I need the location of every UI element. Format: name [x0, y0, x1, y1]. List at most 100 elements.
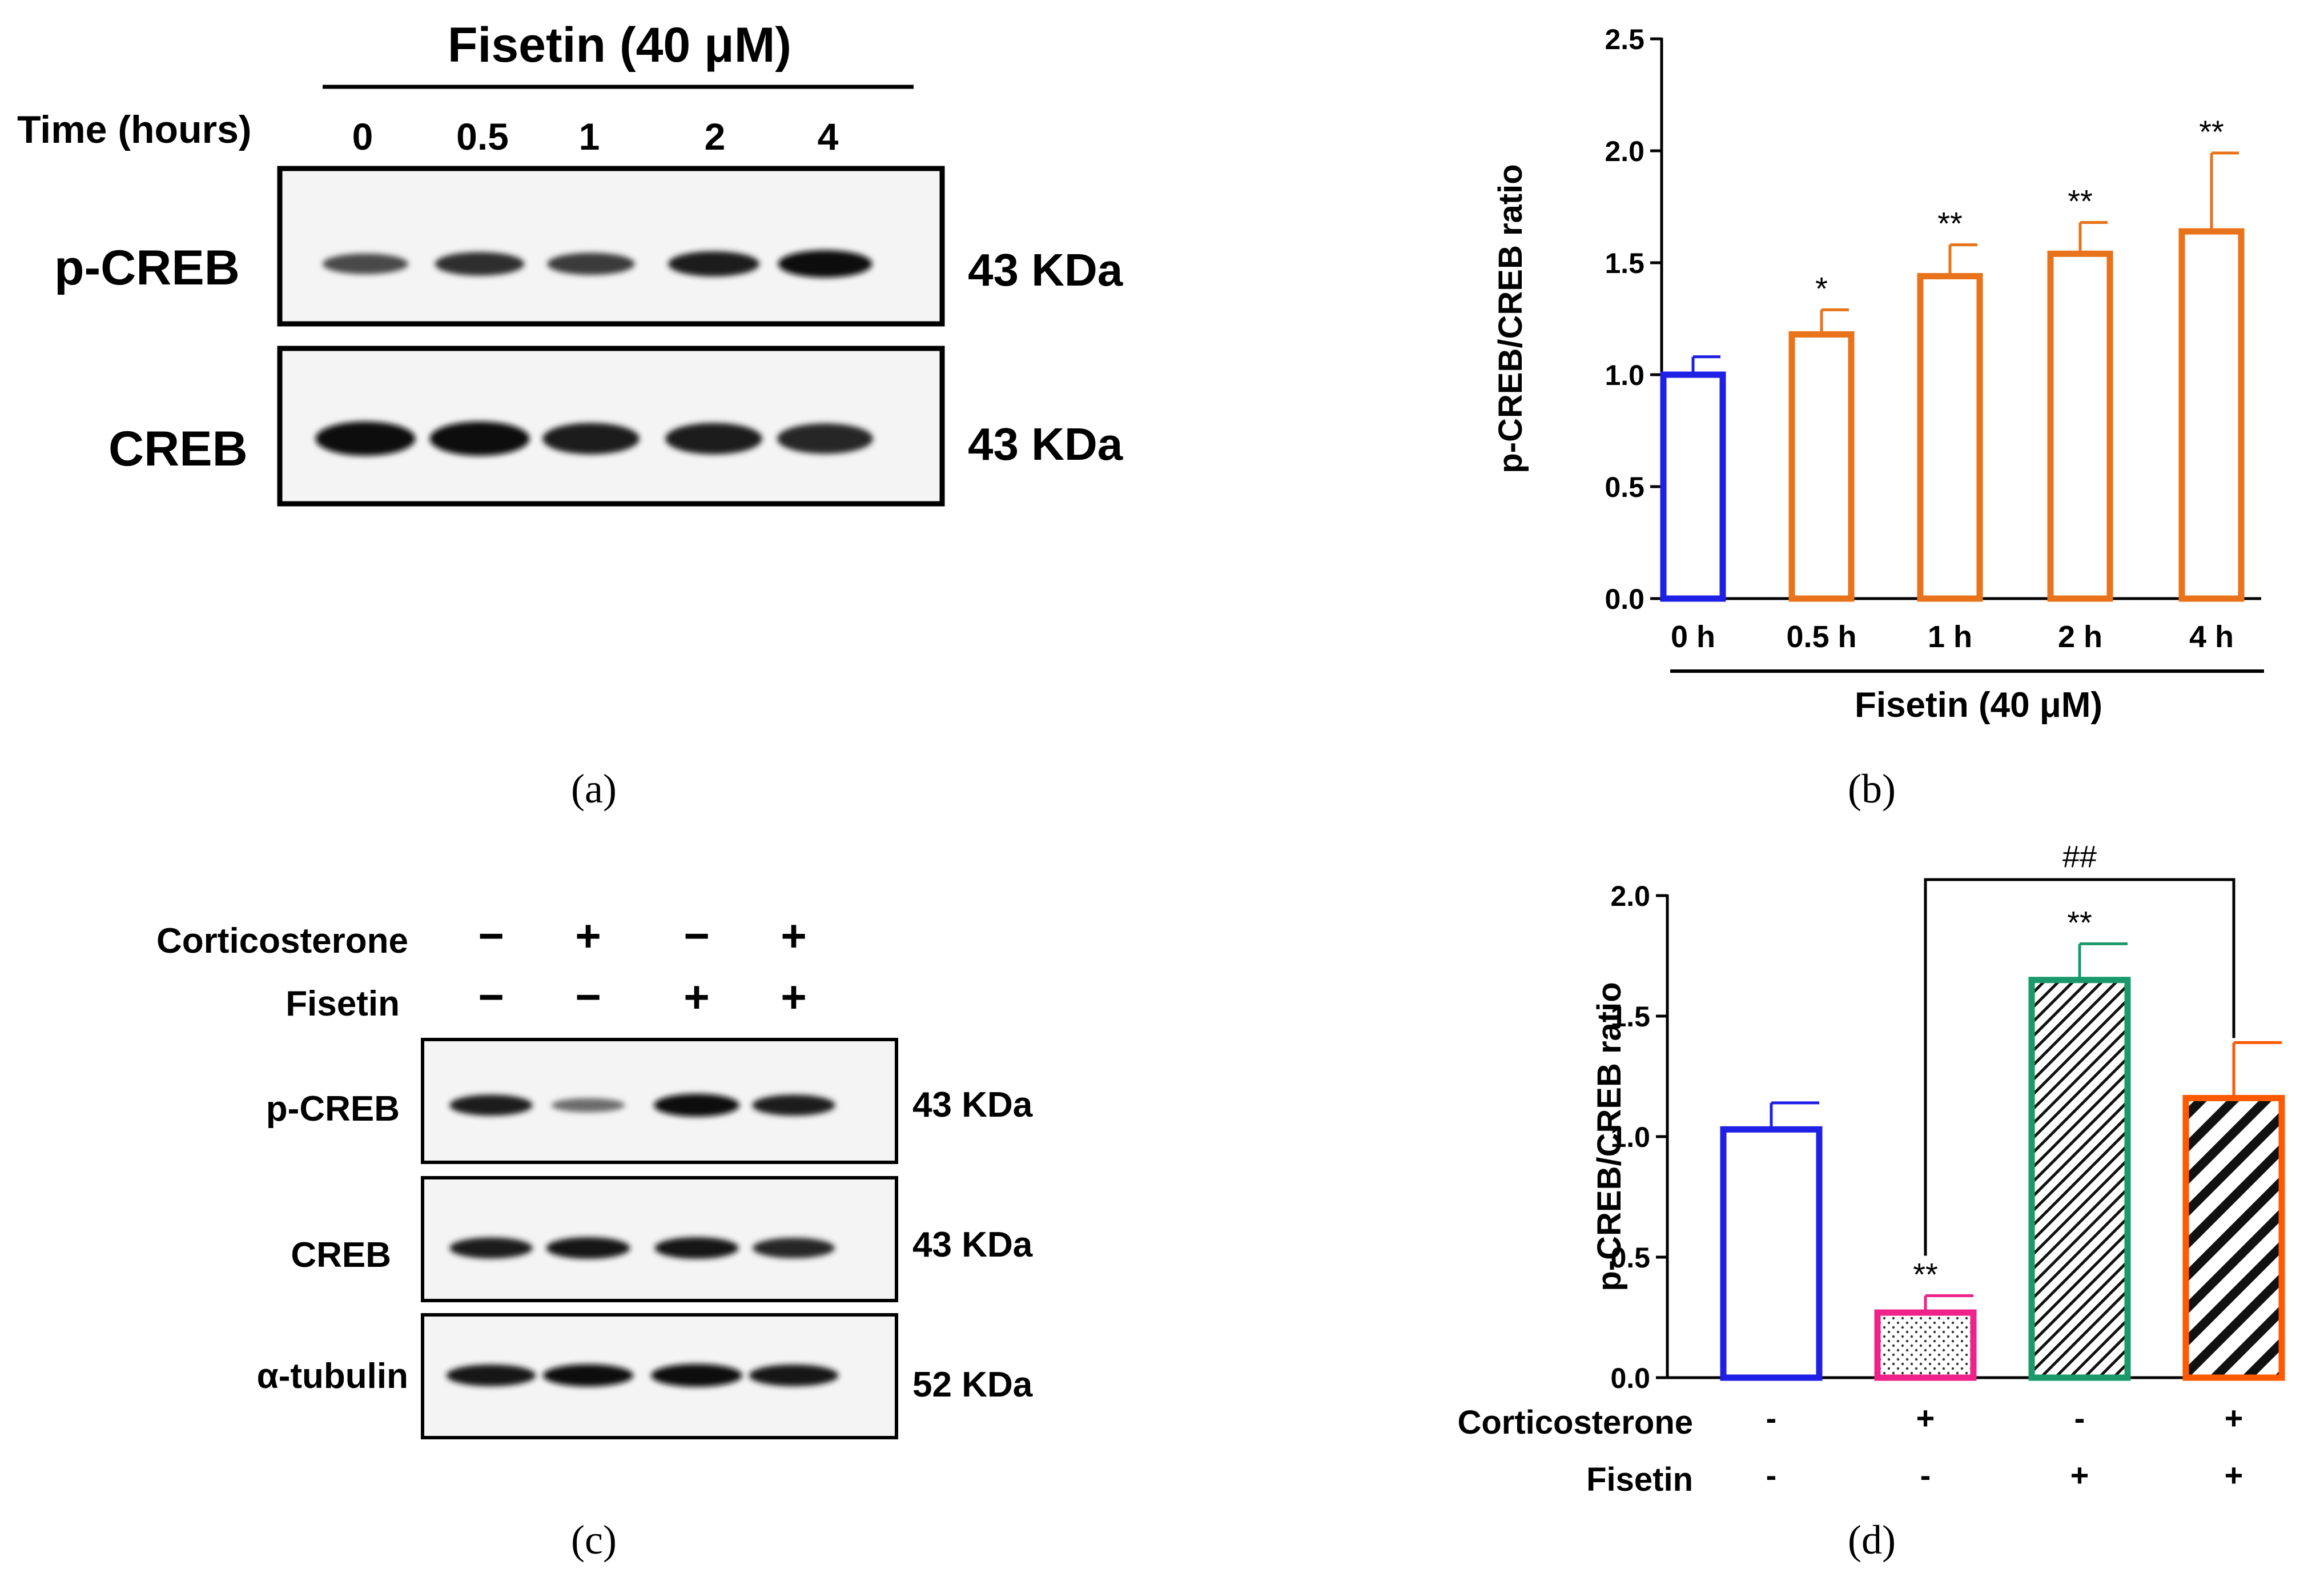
chart-d: (d) 0.0 0.5 1.0 1.5 2.0 p-CREB/CREB ratio ** **…: [1457, 840, 2285, 1563]
x-tick-label: 0.5 h: [1786, 620, 1856, 654]
panel-a-bands: [315, 422, 873, 456]
panel-a-lane-label: 4: [818, 115, 839, 158]
y-axis-label: p-CREB/CREB ratio: [1492, 164, 1529, 473]
panel-c-sign: +: [781, 910, 807, 961]
x-tick-label: 4 h: [2189, 620, 2234, 654]
creb-band: [449, 1237, 533, 1259]
panel-a-blot-label: p-CREB: [54, 240, 240, 295]
significance-label: *: [1815, 270, 1828, 306]
p-creb-band: [449, 1094, 533, 1116]
panel-a-blot-frame: [277, 166, 945, 327]
panel-a-lane-label: 0.5: [456, 115, 509, 158]
significance-label: **: [1937, 206, 1963, 242]
treatment-label: Fisetin: [1586, 1461, 1693, 1498]
treatment-sign: -: [1766, 1400, 1777, 1436]
y-tick-label: 1.5: [1610, 1001, 1650, 1033]
p-creb-band: [551, 1098, 625, 1113]
panel-a-bands: [322, 250, 872, 278]
panel-a-blot-label: CREB: [108, 422, 248, 476]
bar: [1917, 273, 1983, 602]
p-creb-band: [778, 250, 872, 278]
treatment-label: Corticosterone: [1457, 1404, 1693, 1441]
panel-a: Fisetin (40 μM) Time (hours) 0 0.5 1 2 4…: [17, 18, 1123, 812]
panel-c-sign: −: [683, 910, 710, 961]
x-tick-label: 1 h: [1928, 620, 1972, 654]
panel-c-sign: −: [575, 972, 601, 1022]
treatment-sign: +: [1916, 1400, 1935, 1436]
p-creb-band: [654, 1094, 739, 1117]
alpha-tubulin-band: [542, 1364, 634, 1387]
alpha-tubulin-band: [749, 1365, 839, 1386]
treatment-sign: +: [2225, 1400, 2243, 1436]
bar: [2047, 250, 2113, 602]
creb-band: [654, 1237, 739, 1259]
treatment-sign: -: [1766, 1457, 1777, 1493]
panel-c-blot-label: CREB: [291, 1235, 391, 1275]
x-tick-label: 2 h: [2058, 620, 2102, 654]
significance-label: **: [1913, 1257, 1938, 1293]
significance-label: **: [2199, 114, 2224, 150]
panel-c-kda: 43 KDa: [912, 1085, 1033, 1125]
y-tick-label: 0.0: [1605, 583, 1645, 615]
creb-band: [777, 423, 873, 454]
p-creb-band: [547, 252, 635, 275]
bracket-label: ##: [2062, 840, 2097, 874]
panel-a-lane-label: 0: [352, 115, 373, 158]
panel-c-kda: 43 KDa: [912, 1225, 1033, 1265]
treatment-sign: +: [2225, 1457, 2243, 1493]
p-creb-band: [435, 252, 525, 276]
treatment-sign: +: [2070, 1457, 2089, 1493]
significance-label: **: [2067, 904, 2092, 940]
y-tick-label: 1.5: [1605, 247, 1645, 279]
creb-band: [753, 1238, 835, 1258]
panel-a-lane-label: 1: [579, 115, 600, 158]
creb-band: [542, 423, 640, 455]
y-tick-label: 0.5: [1605, 471, 1645, 503]
creb-band: [429, 422, 530, 456]
treatment-sign: -: [1920, 1457, 1931, 1493]
panel-c-sign: +: [575, 910, 601, 961]
bar: [2182, 1094, 2285, 1381]
panel-a-caption: (a): [571, 766, 617, 812]
panel-c-blot-label: α-tubulin: [257, 1357, 408, 1396]
bar: [1720, 1126, 1823, 1381]
significance-label: **: [2068, 183, 2093, 219]
panel-c-bands: [446, 1094, 839, 1387]
y-tick-label: 1.0: [1605, 359, 1645, 391]
bar: [1874, 1309, 1977, 1381]
creb-band: [665, 423, 762, 455]
significance-bracket: [1924, 878, 2235, 1256]
panel-c-treatment-label: Fisetin: [286, 984, 400, 1024]
y-tick-label: 0.0: [1610, 1362, 1650, 1394]
panel-c-sign: −: [478, 972, 504, 1022]
chart-b: (b) 0.0 0.5 1.0 1.5 2.0 2.5 p-CREB/CREB ratio *…: [1492, 23, 2264, 812]
creb-band: [546, 1237, 630, 1259]
y-axis-label: p-CREB/CREB ratio: [1591, 982, 1628, 1291]
alpha-tubulin-band: [446, 1365, 536, 1386]
panel-a-lane-label: 2: [705, 115, 726, 158]
panel-c-sign: +: [781, 972, 807, 1022]
p-creb-band: [752, 1094, 835, 1116]
alpha-tubulin-band: [651, 1364, 742, 1387]
panel-c-blot-label: p-CREB: [266, 1089, 400, 1129]
bar: [2178, 228, 2245, 602]
panel-a-header: Fisetin (40 μM): [448, 18, 791, 73]
y-tick-label: 2.0: [1605, 135, 1645, 167]
panel-c: Corticosterone Fisetin − + − + − − + + p-CREB C…: [156, 910, 1033, 1563]
chart-d-caption: (d): [1848, 1517, 1896, 1563]
panel-a-kda: 43 KDa: [968, 419, 1123, 470]
panel-c-treatment-label: Corticosterone: [156, 921, 408, 961]
panel-a-kda: 43 KDa: [968, 244, 1123, 295]
bar: [2028, 977, 2131, 1381]
y-tick-label: 2.5: [1605, 23, 1645, 55]
panel-c-caption: (c): [571, 1517, 617, 1563]
creb-band: [315, 422, 416, 456]
x-tick-label: 0 h: [1671, 620, 1715, 654]
y-tick-label: 0.5: [1610, 1242, 1650, 1274]
treatment-sign: -: [2074, 1400, 2085, 1436]
p-creb-band: [322, 253, 409, 275]
bar: [1788, 331, 1855, 602]
panel-c-sign: −: [478, 910, 504, 961]
panel-a-time-label: Time (hours): [17, 108, 252, 151]
